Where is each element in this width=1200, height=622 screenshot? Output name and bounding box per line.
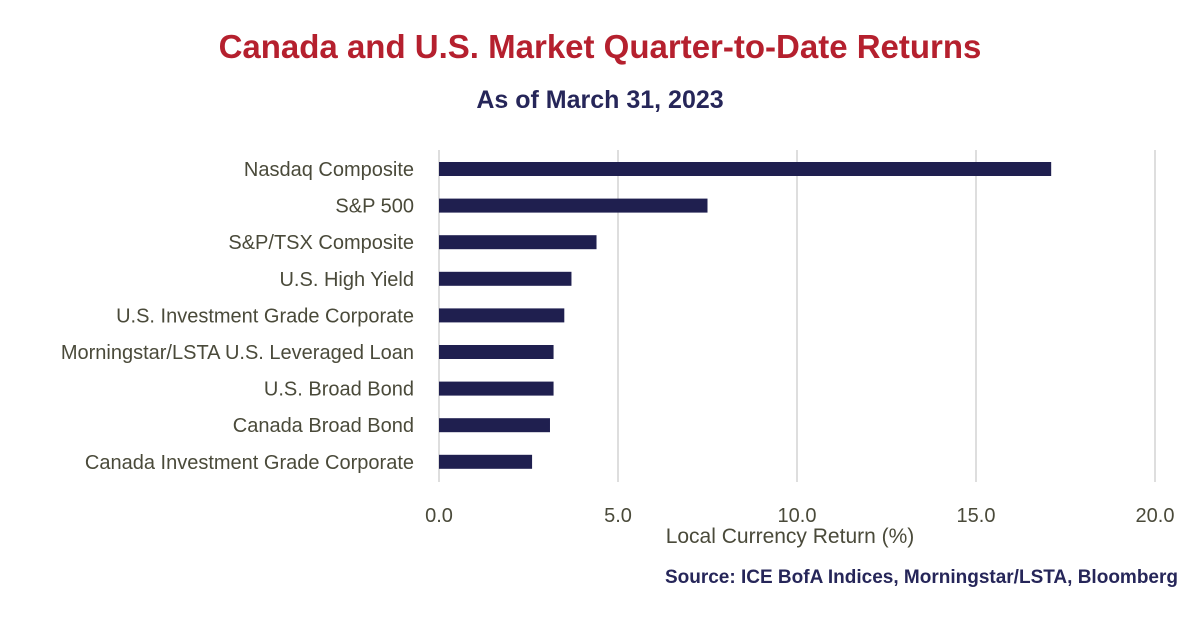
chart-title: Canada and U.S. Market Quarter-to-Date R…: [218, 28, 982, 65]
category-label: S&P 500: [335, 196, 414, 218]
category-labels: Nasdaq Composite S&P 500 S&P/TSX Composite…: [61, 159, 414, 474]
bar: [439, 271, 572, 286]
x-tick-label: 15.0: [957, 505, 996, 527]
category-label: Canada Broad Bond: [233, 415, 414, 437]
bar: [439, 235, 597, 250]
bars: [439, 162, 1052, 469]
category-label: Nasdaq Composite: [244, 159, 414, 181]
category-label: Canada Investment Grade Corporate: [85, 452, 414, 474]
bar: [439, 162, 1052, 176]
source-note: Source: ICE BofA Indices, Morningstar/LS…: [664, 567, 1178, 588]
category-label: U.S. Investment Grade Corporate: [116, 305, 414, 327]
bar: [439, 454, 533, 469]
bar: [439, 381, 554, 396]
category-label: Morningstar/LSTA U.S. Leveraged Loan: [61, 342, 414, 364]
category-label: U.S. High Yield: [279, 269, 414, 291]
x-tick-labels: 0.0 5.0 10.0 15.0 20.0: [425, 505, 1174, 527]
bar: [439, 308, 565, 323]
x-tick-label: 5.0: [604, 505, 632, 527]
x-axis-title: Local Currency Return (%): [666, 525, 915, 548]
x-tick-label: 10.0: [778, 505, 817, 527]
category-label: U.S. Broad Bond: [264, 379, 414, 401]
bar: [439, 418, 550, 433]
x-tick-label: 0.0: [425, 505, 453, 527]
chart-subtitle: As of March 31, 2023: [476, 86, 724, 114]
bar: [439, 198, 708, 213]
bar: [439, 345, 554, 359]
x-tick-label: 20.0: [1136, 505, 1175, 527]
category-label: S&P/TSX Composite: [228, 232, 414, 254]
